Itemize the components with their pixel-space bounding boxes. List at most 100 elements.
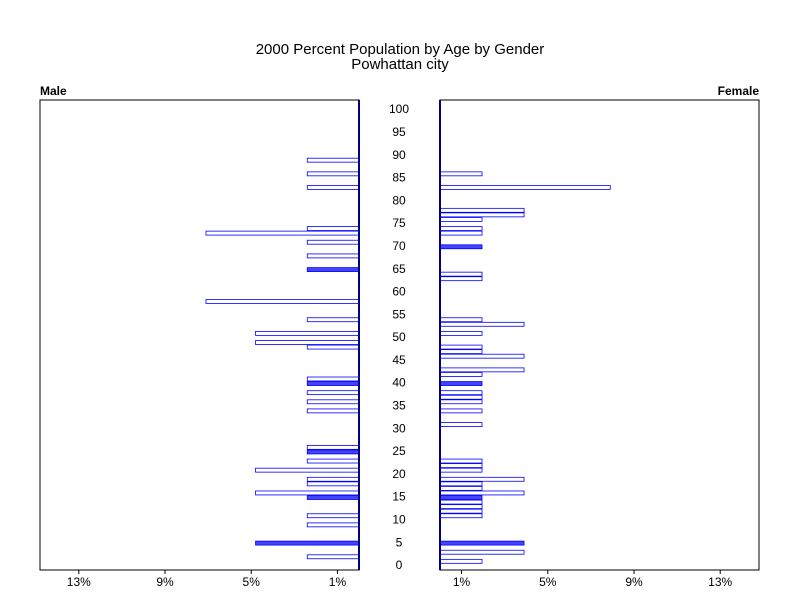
bar xyxy=(306,344,360,350)
bar xyxy=(255,540,360,546)
y-tick-label: 20 xyxy=(392,467,406,481)
bar xyxy=(255,467,360,473)
bar xyxy=(439,317,483,323)
bar xyxy=(439,212,525,218)
x-tick-label: 1% xyxy=(453,575,471,589)
bar xyxy=(439,467,483,473)
bar xyxy=(439,476,525,482)
y-tick-label: 75 xyxy=(392,216,406,230)
bar xyxy=(439,513,483,519)
bar xyxy=(306,226,360,231)
bar xyxy=(306,376,360,382)
bar xyxy=(439,495,483,500)
bar xyxy=(439,463,483,468)
bar xyxy=(439,171,483,177)
bar xyxy=(255,340,360,345)
y-tick-label: 90 xyxy=(392,148,406,162)
x-tick-label: 1% xyxy=(329,575,347,589)
bar xyxy=(439,207,525,213)
bar xyxy=(439,185,611,190)
y-tick-label: 40 xyxy=(392,376,406,390)
x-tick-label: 13% xyxy=(708,575,732,589)
bar xyxy=(439,271,483,277)
bar xyxy=(439,217,483,222)
bar xyxy=(439,226,483,231)
y-tick-label: 100 xyxy=(389,102,409,116)
bar xyxy=(439,390,483,396)
bar xyxy=(306,267,360,272)
chart-subtitle: Powhattan city xyxy=(351,56,449,73)
bar xyxy=(306,157,360,163)
bar xyxy=(306,239,360,245)
y-tick-label: 30 xyxy=(392,421,406,435)
panel-label: Male xyxy=(40,84,67,98)
bar xyxy=(255,331,360,336)
bar xyxy=(439,458,483,464)
x-tick-label: 5% xyxy=(243,575,261,589)
bar xyxy=(306,495,360,500)
bar xyxy=(306,381,360,386)
y-tick-label: 65 xyxy=(392,262,406,276)
bar xyxy=(306,444,360,450)
y-tick-label: 80 xyxy=(392,193,406,207)
bar xyxy=(306,449,360,455)
bar xyxy=(439,486,483,491)
y-tick-label: 85 xyxy=(392,171,406,185)
bar xyxy=(439,408,483,414)
y-tick-label: 25 xyxy=(392,444,406,458)
bar xyxy=(439,230,483,236)
bar xyxy=(439,558,483,564)
bar xyxy=(306,513,360,519)
bar xyxy=(439,321,525,327)
bar xyxy=(439,490,525,496)
bar xyxy=(255,490,360,496)
bar xyxy=(205,230,360,236)
bar xyxy=(205,299,360,304)
chart-title: 2000 Percent Population by Age by Gender xyxy=(256,41,545,58)
bar xyxy=(439,331,483,336)
panel-label: Female xyxy=(718,84,760,98)
x-tick-label: 13% xyxy=(67,575,91,589)
bar xyxy=(439,549,525,555)
y-tick-label: 70 xyxy=(392,239,406,253)
bar xyxy=(439,481,483,487)
y-tick-label: 45 xyxy=(392,353,406,367)
y-tick-label: 10 xyxy=(392,512,406,526)
bar xyxy=(439,349,483,355)
bar xyxy=(306,408,360,414)
bar xyxy=(306,171,360,177)
bar xyxy=(306,458,360,464)
x-tick-label: 9% xyxy=(625,575,643,589)
bar xyxy=(306,522,360,528)
bar xyxy=(439,353,525,359)
y-tick-label: 0 xyxy=(396,558,403,572)
bar xyxy=(439,381,483,386)
bar xyxy=(439,367,525,373)
bar xyxy=(439,540,525,546)
bar xyxy=(439,276,483,282)
bar xyxy=(439,244,483,250)
bar xyxy=(439,499,483,505)
bar xyxy=(306,481,360,487)
bar xyxy=(306,185,360,190)
bar xyxy=(306,317,360,323)
bar xyxy=(439,399,483,405)
bar xyxy=(306,253,360,259)
x-tick-label: 9% xyxy=(156,575,174,589)
bar xyxy=(439,422,483,427)
y-tick-label: 5 xyxy=(396,535,403,549)
bar xyxy=(439,344,483,350)
bar xyxy=(439,394,483,400)
y-tick-label: 55 xyxy=(392,307,406,321)
y-tick-label: 35 xyxy=(392,399,406,413)
y-tick-label: 60 xyxy=(392,285,406,299)
bar xyxy=(306,390,360,396)
y-tick-label: 50 xyxy=(392,330,406,344)
bar xyxy=(439,372,483,377)
bar xyxy=(439,504,483,510)
bar xyxy=(439,508,483,514)
x-tick-label: 5% xyxy=(539,575,557,589)
bar xyxy=(306,476,360,482)
y-tick-label: 15 xyxy=(392,490,406,504)
